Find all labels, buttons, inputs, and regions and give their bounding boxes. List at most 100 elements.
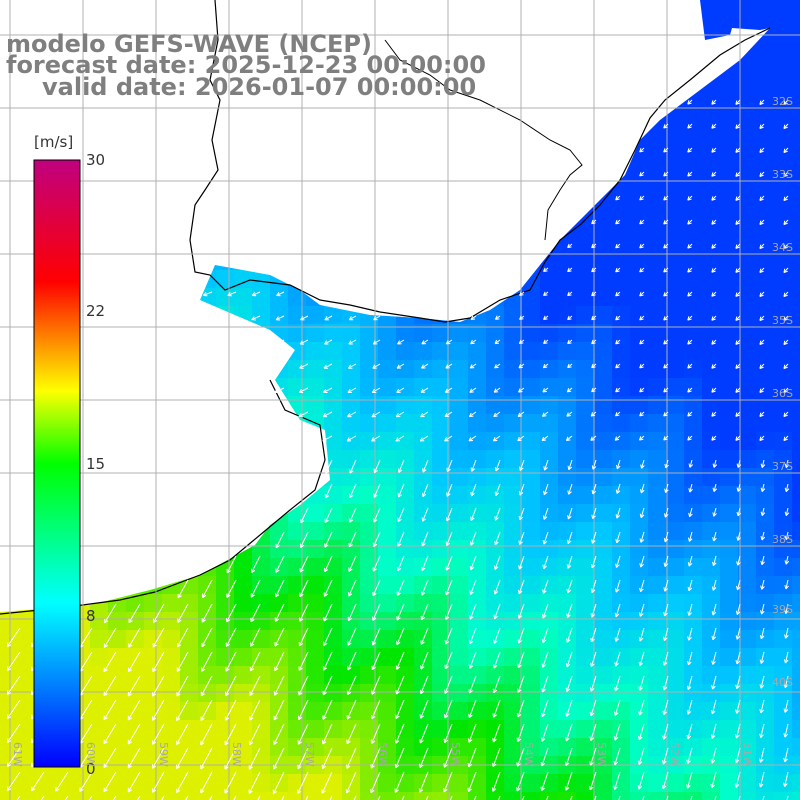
wind-arrow-head — [711, 390, 716, 393]
wind-arrow — [542, 579, 549, 594]
wind-arrow-head — [760, 511, 763, 516]
field-cell — [648, 198, 666, 216]
field-cell — [648, 648, 666, 666]
field-cell — [594, 468, 612, 486]
wind-arrow-head — [224, 766, 229, 770]
wind-arrow-head — [663, 438, 668, 441]
field-cell — [630, 486, 648, 504]
wind-arrow-head — [783, 316, 786, 321]
field-cell — [144, 774, 162, 792]
wind-arrow-head — [493, 639, 495, 644]
field-cell — [486, 468, 504, 486]
wind-arrow-head — [783, 342, 788, 346]
wind-arrow-head — [638, 761, 643, 765]
wind-arrow-head — [590, 762, 594, 766]
field-cell — [504, 432, 522, 450]
wind-arrow-head — [760, 610, 763, 615]
field-cell — [738, 522, 756, 540]
wind-arrow-head — [494, 566, 499, 570]
field-cell — [522, 540, 540, 558]
wind-arrow-head — [711, 364, 714, 369]
wind-arrow-head — [615, 414, 620, 417]
wind-arrow-head — [470, 491, 472, 497]
wind-arrow — [79, 699, 93, 720]
field-cell — [648, 558, 666, 576]
field-cell — [702, 486, 720, 504]
field-cell — [432, 540, 450, 558]
wind-arrow-head — [615, 390, 620, 393]
wind-arrow-head — [543, 541, 548, 545]
field-cell — [558, 324, 576, 342]
field-cell — [504, 414, 522, 432]
field-cell — [630, 558, 648, 576]
field-cell — [666, 414, 684, 432]
field-cell — [684, 198, 702, 216]
field-cell — [378, 504, 396, 522]
wind-arrow-head — [589, 761, 591, 766]
field-cell — [666, 306, 684, 324]
wind-arrow-head — [541, 762, 546, 767]
wind-arrow-head — [589, 786, 594, 791]
field-cell — [666, 486, 684, 504]
wind-arrow-head — [494, 366, 499, 369]
field-cell — [504, 504, 522, 522]
field-cell — [396, 702, 414, 720]
wind-arrow-head — [710, 709, 713, 714]
field-cell — [252, 612, 270, 630]
field-cell — [540, 378, 558, 396]
field-cell — [648, 270, 666, 288]
field-cell — [360, 666, 378, 684]
field-cell — [414, 396, 432, 414]
wind-arrow-head — [665, 464, 669, 469]
field-cell — [540, 432, 558, 450]
field-cell — [540, 360, 558, 378]
field-cell — [540, 648, 558, 666]
field-cell — [756, 630, 774, 648]
wind-arrow — [470, 579, 477, 595]
wind-arrow-head — [493, 640, 498, 644]
field-cell — [612, 450, 630, 468]
wind-arrow-head — [784, 758, 788, 763]
wind-arrow-head — [518, 366, 523, 369]
field-cell — [738, 306, 756, 324]
wind-arrow-head — [517, 689, 522, 693]
field-cell — [360, 594, 378, 612]
wind-arrow-head — [201, 619, 206, 623]
wind-arrow-head — [422, 469, 427, 473]
wind-arrow — [104, 603, 117, 624]
field-cell — [504, 648, 522, 666]
field-cell — [396, 540, 414, 558]
field-cell — [288, 306, 306, 324]
wind-arrow-head — [541, 638, 544, 643]
wind-arrow-head — [373, 568, 377, 572]
field-cell — [648, 468, 666, 486]
field-cell — [756, 684, 774, 702]
wind-arrow — [616, 507, 621, 519]
wind-arrow — [421, 531, 429, 547]
field-cell — [666, 216, 684, 234]
wind-arrow-head — [566, 388, 570, 393]
wind-arrow-head — [469, 690, 473, 694]
wind-arrow — [275, 339, 285, 345]
wind-arrow — [300, 531, 309, 548]
wind-arrow-head — [689, 513, 693, 518]
wind-arrow-head — [639, 150, 644, 153]
wind-arrow — [419, 435, 429, 442]
field-cell — [792, 522, 800, 540]
wind-arrow — [638, 771, 645, 790]
field-cell — [738, 432, 756, 450]
wind-arrow-head — [471, 493, 475, 497]
field-cell — [792, 450, 800, 468]
field-cell — [666, 666, 684, 684]
wind-arrow — [276, 291, 285, 296]
wind-arrow-head — [735, 388, 738, 393]
wind-arrow-head — [249, 742, 254, 746]
field-cell — [414, 702, 432, 720]
wind-arrow-head — [783, 414, 788, 418]
field-cell — [360, 792, 378, 800]
wind-arrow-head — [470, 467, 473, 472]
wind-arrow-head — [637, 735, 640, 740]
wind-arrow-head — [735, 294, 740, 297]
wind-arrow-head — [541, 436, 545, 441]
wind-arrow-head — [711, 438, 716, 441]
